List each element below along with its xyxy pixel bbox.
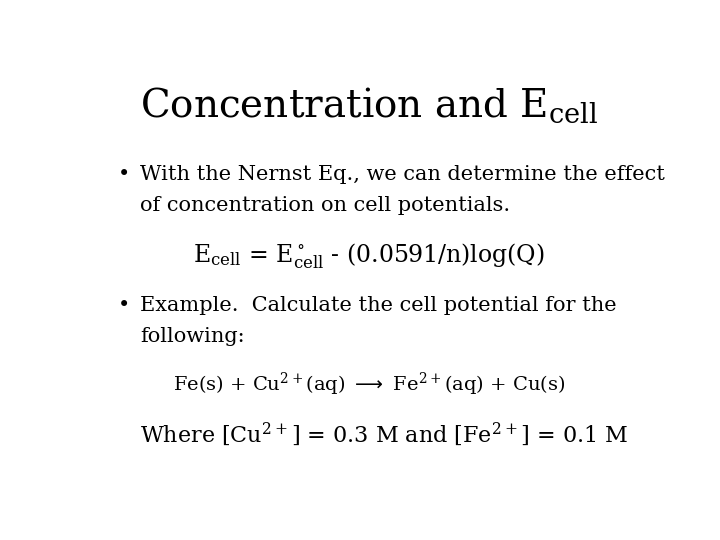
Text: $\mathregular{E_{cell}}$ = $\mathregular{E^\circ_{cell}}$ - (0.0591/n)log(Q): $\mathregular{E_{cell}}$ = $\mathregular…: [193, 241, 545, 271]
Text: following:: following:: [140, 327, 245, 346]
Text: Fe(s) + Cu$\mathregular{^{2+}}$(aq) $\longrightarrow$ Fe$\mathregular{^{2+}}$(aq: Fe(s) + Cu$\mathregular{^{2+}}$(aq) $\lo…: [173, 370, 565, 397]
Text: of concentration on cell potentials.: of concentration on cell potentials.: [140, 196, 510, 215]
Text: •: •: [118, 295, 130, 315]
Text: Example.  Calculate the cell potential for the: Example. Calculate the cell potential fo…: [140, 295, 617, 315]
Text: Concentration and $\mathregular{E_{cell}}$: Concentration and $\mathregular{E_{cell}…: [140, 85, 598, 125]
Text: Where [Cu$\mathregular{^{2+}}$] = 0.3 M and [Fe$\mathregular{^{2+}}$] = 0.1 M: Where [Cu$\mathregular{^{2+}}$] = 0.3 M …: [140, 420, 629, 448]
Text: •: •: [118, 165, 130, 184]
Text: With the Nernst Eq., we can determine the effect: With the Nernst Eq., we can determine th…: [140, 165, 665, 184]
